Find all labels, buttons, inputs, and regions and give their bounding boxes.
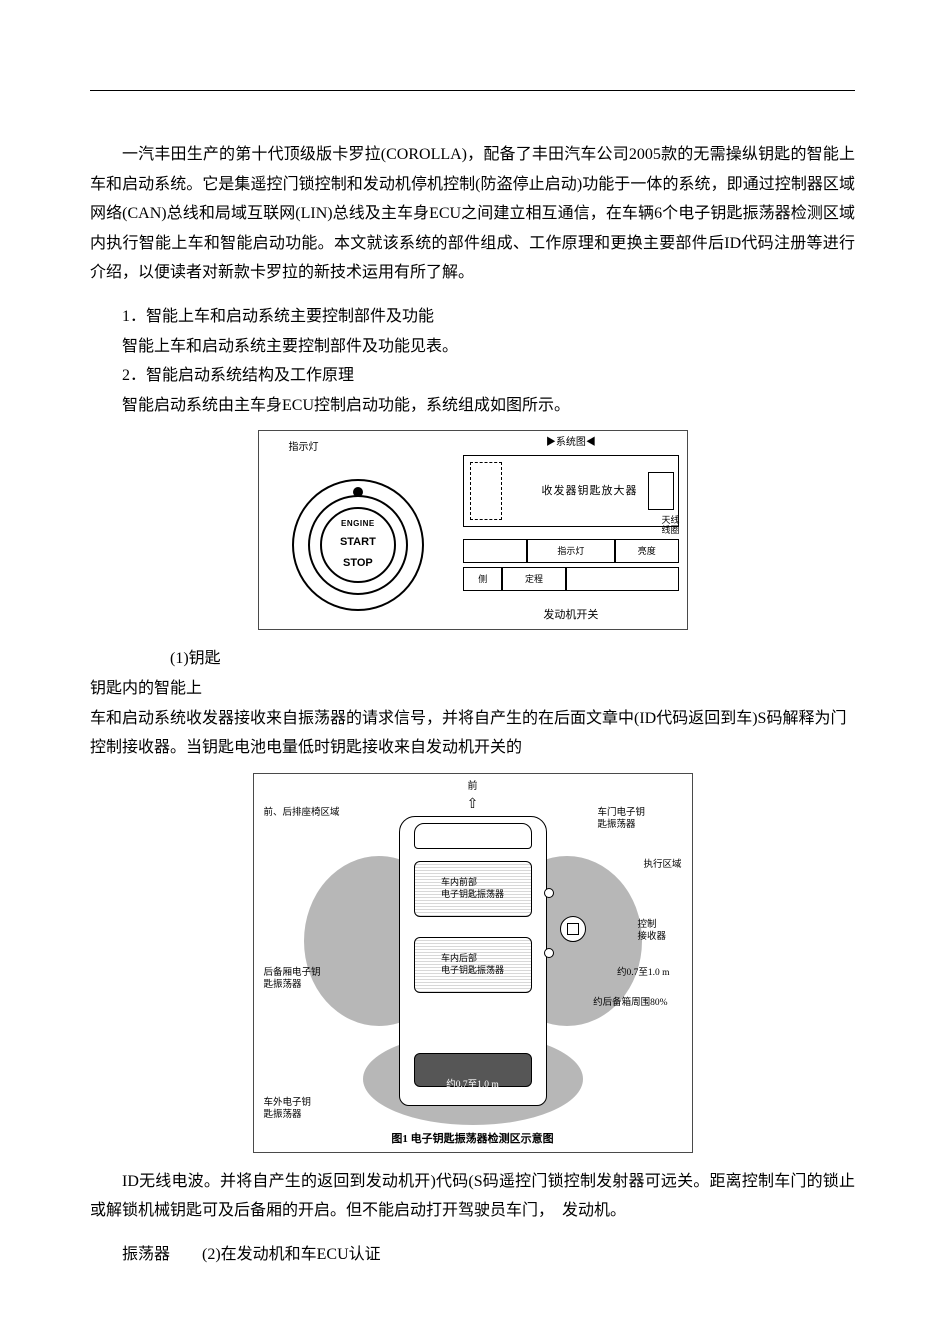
- indicator-led-icon: [353, 487, 363, 497]
- label-door-osc: 车门电子钥 匙振荡器: [598, 808, 682, 832]
- engine-button-mid: ENGINE START STOP: [308, 495, 408, 595]
- figure1-right: ▶系统图◀ 收发器钥匙放大器 天线 线圈 指示灯 亮度: [461, 437, 680, 623]
- figure-detection-zones: 前 ⇧ 车内前部 电子钥匙振荡器 车内后部 电子钥匙振荡器: [253, 773, 693, 1153]
- label-handle-area: 执行区域: [643, 860, 681, 872]
- label-dist-diag: 约后备箱周围80%: [593, 998, 667, 1010]
- interior-rear-osc: 车内后部 电子钥匙振荡器: [414, 937, 532, 993]
- spacer: [90, 288, 855, 302]
- label-outside-osc: 车外电子钥 匙振荡器: [264, 1098, 354, 1122]
- boxgrid-row2: 侧 定程: [463, 567, 678, 591]
- key-paragraph: 车和启动系统收发器接收来自振荡器的请求信号，并将自产生的在后面文章中(ID代码返…: [90, 704, 855, 763]
- key-header: (1)钥匙: [90, 644, 855, 674]
- control-receiver-icon: [560, 916, 586, 942]
- header-rule: [90, 90, 855, 91]
- label-control-rx: 控制 接收器: [638, 920, 682, 944]
- cell-indicator: 指示灯: [527, 539, 615, 563]
- indicator-label: 指示灯: [289, 439, 319, 458]
- cell-bright: 亮度: [615, 539, 679, 563]
- cell-blank1: [463, 539, 527, 563]
- boxgrid-row1: 指示灯 亮度: [463, 539, 678, 563]
- handle-dot-2: [544, 948, 554, 958]
- engine-switch-label: 发动机开关: [543, 605, 598, 625]
- after-fig2-line2: 振荡器 (2)在发动机和车ECU认证: [90, 1240, 855, 1270]
- label-dist-rear: 约0.7至1.0 m: [446, 1080, 499, 1092]
- spacer2: [90, 1226, 855, 1240]
- amplifier-box: 收发器钥匙放大器 天线 线圈: [463, 455, 678, 527]
- engine-button-inner: ENGINE START STOP: [320, 507, 396, 583]
- label-trunk-osc: 后备厢电子钥 匙振荡器: [264, 968, 356, 992]
- antenna-icon: [648, 472, 674, 510]
- content-body: 一汽丰田生产的第十代顶级版卡罗拉(COROLLA)，配备了丰田汽车公司2005款…: [90, 140, 855, 1270]
- interior-front-osc: 车内前部 电子钥匙振荡器: [414, 861, 532, 917]
- heading-2: 2．智能启动系统结构及工作原理: [90, 361, 855, 391]
- intro-paragraph: 一汽丰田生产的第十代顶级版卡罗拉(COROLLA)，配备了丰田汽车公司2005款…: [90, 140, 855, 288]
- car-hood: [414, 823, 532, 849]
- after-fig2-para: ID无线电波。并将自产生的返回到发动机开)代码(S码遥控门锁控制发射器可远关。距…: [90, 1167, 855, 1226]
- figure1-left: 指示灯 ENGINE START STOP: [265, 437, 452, 623]
- heading-1-desc: 智能上车和启动系统主要控制部件及功能见表。: [90, 332, 855, 362]
- engine-text: ENGINE: [341, 517, 375, 532]
- key-subline: 钥匙内的智能上: [90, 674, 855, 704]
- cell-blank2: [566, 567, 679, 591]
- wiring-icon: [470, 462, 502, 520]
- heading-1: 1．智能上车和启动系统主要控制部件及功能: [90, 302, 855, 332]
- boxgrid: 指示灯 亮度 侧 定程: [463, 539, 678, 593]
- antenna-label: 天线 线圈: [661, 516, 679, 536]
- amplifier-label: 收发器钥匙放大器: [542, 481, 638, 501]
- cell-side: 侧: [463, 567, 502, 591]
- document-page: 一汽丰田生产的第十代顶级版卡罗拉(COROLLA)，配备了丰田汽车公司2005款…: [0, 0, 945, 1337]
- engine-button-outer: ENGINE START STOP: [292, 479, 424, 611]
- car-outline: 车内前部 电子钥匙振荡器 车内后部 电子钥匙振荡器: [399, 816, 547, 1106]
- label-seat-area: 前、后排座椅区域: [264, 808, 374, 820]
- figure1-inner: 指示灯 ENGINE START STOP ▶系: [265, 437, 681, 623]
- figure2-canvas: 车内前部 电子钥匙振荡器 车内后部 电子钥匙振荡器 前、后排座椅区域 车门电子钥…: [264, 808, 682, 1128]
- figure-engine-switch: 指示灯 ENGINE START STOP ▶系: [258, 430, 688, 630]
- cell-lock: 定程: [502, 567, 566, 591]
- heading-2-desc: 智能启动系统由主车身ECU控制启动功能，系统组成如图所示。: [90, 391, 855, 421]
- label-dist-side: 约0.7至1.0 m: [617, 968, 670, 980]
- figure2-caption: 图1 电子钥匙振荡器检测区示意图: [391, 1129, 553, 1149]
- handle-dot-1: [544, 888, 554, 898]
- system-diagram-label: ▶系统图◀: [544, 434, 598, 453]
- stop-text: STOP: [343, 553, 373, 573]
- start-text: START: [340, 532, 376, 552]
